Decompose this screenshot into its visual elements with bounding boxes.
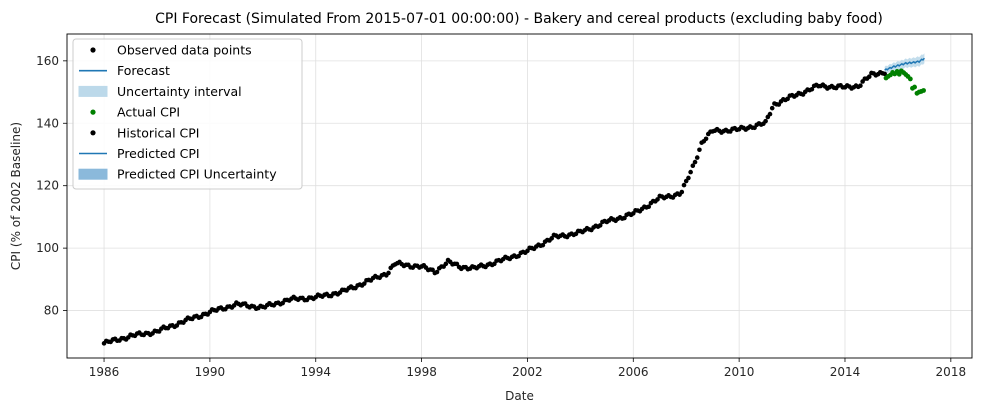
historical-points-layer — [101, 69, 887, 346]
historical-point — [809, 86, 815, 92]
historical-point — [646, 204, 652, 210]
historical-point — [361, 281, 367, 286]
legend-dot-marker — [90, 47, 96, 53]
historical-point — [763, 118, 768, 124]
y-axis-title: CPI (% of 2002 Baseline) — [9, 122, 23, 270]
historical-point — [769, 105, 775, 111]
historical-point — [516, 253, 521, 259]
actual-points-layer — [883, 68, 926, 96]
legend-item: Predicted CPI — [79, 146, 200, 161]
y-tick-label: 160 — [36, 54, 59, 68]
legend-item: Uncertainty interval — [78, 84, 242, 99]
legend-item: Predicted CPI Uncertainty — [78, 167, 277, 182]
legend-box — [72, 38, 303, 190]
historical-point — [866, 74, 872, 80]
y-axis-ticks: 80 100 120 140 160 — [36, 54, 67, 318]
y-tick-label: 80 — [44, 304, 59, 318]
legend-label: Actual CPI — [117, 105, 180, 120]
x-axis-title: Date — [505, 389, 534, 403]
historical-point — [679, 189, 685, 195]
historical-point — [694, 155, 700, 160]
x-tick-label: 2018 — [936, 365, 967, 379]
y-tick-label: 100 — [36, 241, 59, 255]
historical-point — [692, 159, 698, 165]
historical-point — [681, 182, 687, 188]
forecast-line — [884, 57, 925, 71]
x-tick-label: 1998 — [406, 365, 437, 379]
historical-point — [540, 242, 546, 248]
historical-point — [686, 175, 691, 181]
historical-point — [703, 136, 709, 142]
legend-band-marker — [78, 85, 108, 97]
plot-frame — [66, 33, 973, 359]
x-tick-label: 1990 — [195, 365, 226, 379]
legend-label: Predicted CPI — [117, 146, 200, 161]
historical-point — [655, 197, 660, 202]
legend-band-marker — [78, 168, 108, 180]
historical-point — [785, 96, 790, 102]
historical-point — [492, 261, 497, 267]
actual-cpi-point — [907, 76, 913, 82]
historical-point — [386, 270, 391, 276]
historical-point — [858, 83, 863, 89]
x-axis-ticks: 1986 1990 1994 1998 2002 2006 2010 2014 2018 — [89, 358, 966, 379]
y-tick-label: 120 — [36, 179, 59, 193]
legend: Observed data points Forecast Uncertainty … — [72, 38, 303, 190]
historical-point — [882, 71, 887, 77]
y-tick-label: 140 — [36, 116, 59, 130]
legend-label: Historical CPI — [117, 125, 199, 140]
actual-cpi-point — [912, 84, 917, 90]
historical-point — [622, 215, 627, 221]
historical-point — [597, 223, 603, 228]
legend-item: Forecast — [79, 63, 170, 78]
x-tick-label: 2002 — [512, 365, 543, 379]
historical-point — [767, 111, 773, 117]
historical-point — [434, 269, 440, 275]
legend-item: Observed data points — [90, 43, 252, 58]
legend-label: Observed data points — [117, 43, 252, 58]
historical-point — [549, 236, 554, 241]
legend-label: Forecast — [117, 63, 170, 78]
legend-item: Actual CPI — [90, 105, 180, 120]
legend-label: Predicted CPI Uncertainty — [117, 167, 277, 182]
historical-point — [443, 261, 449, 267]
historical-point — [697, 147, 702, 153]
x-tick-label: 2014 — [830, 365, 861, 379]
actual-cpi-point — [921, 88, 926, 93]
x-tick-label: 2010 — [724, 365, 755, 379]
x-tick-label: 2006 — [618, 365, 649, 379]
historical-point — [688, 169, 693, 175]
x-tick-label: 1986 — [89, 365, 120, 379]
legend-dot-marker — [90, 109, 96, 115]
historical-point — [690, 163, 696, 168]
legend-dot-marker — [90, 130, 96, 136]
x-tick-label: 1994 — [300, 365, 331, 379]
legend-item: Historical CPI — [90, 125, 199, 140]
chart-title: CPI Forecast (Simulated From 2015-07-01 … — [155, 11, 883, 27]
actual-cpi-point — [896, 71, 902, 77]
forecast-line-layer — [884, 57, 925, 71]
legend-label: Uncertainty interval — [117, 84, 242, 99]
